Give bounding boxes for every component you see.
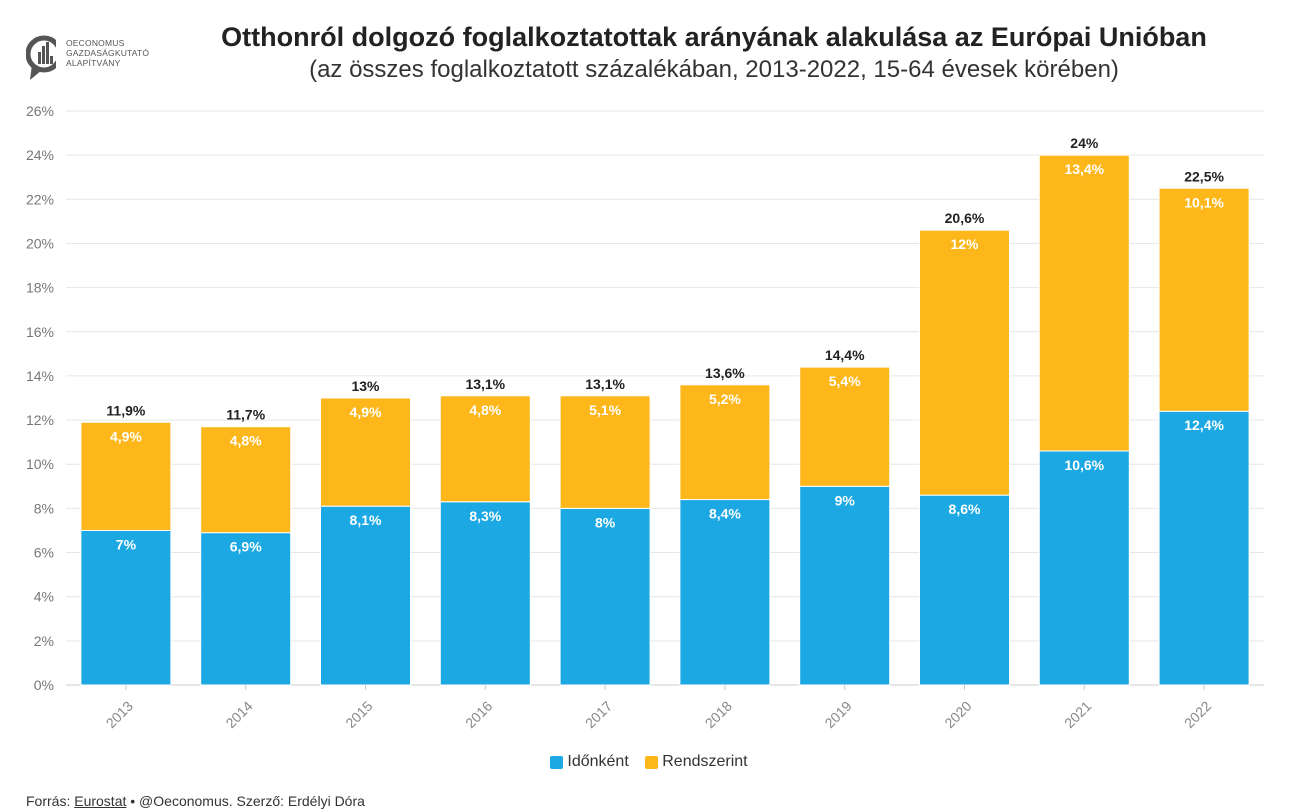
data-label-rendszerint-2017: 5,1%: [589, 402, 621, 418]
bar-idonkent-2021: [1038, 450, 1130, 686]
legend-swatch-idonkent: [550, 755, 564, 769]
data-label-idonkent-2021: 10,6%: [1064, 457, 1104, 473]
data-label-idonkent-2014: 6,9%: [230, 539, 262, 555]
x-tick-label-2020: 2020: [941, 698, 974, 731]
bar-idonkent-2022: [1158, 410, 1250, 686]
bar-idonkent-2013: [80, 529, 172, 686]
bar-rendszerint-2018: [679, 384, 771, 501]
x-tick-label-2019: 2019: [821, 698, 854, 731]
data-label-idonkent-2018: 8,4%: [709, 506, 741, 522]
bar-rendszerint-2020: [919, 229, 1010, 496]
bar-idonkent-2014: [200, 532, 292, 686]
legend-item-idonkent[interactable]: Időnként: [550, 753, 629, 771]
data-label-idonkent-2016: 8,3%: [469, 508, 501, 524]
bar-rendszerint-2022: [1158, 187, 1250, 412]
bar-rendszerint-2014: [200, 426, 292, 534]
x-tick-label-2014: 2014: [222, 698, 255, 731]
total-label-2021: 24%: [1070, 135, 1099, 151]
bar-rendszerint-2016: [439, 395, 531, 503]
x-tick-label-2017: 2017: [582, 698, 615, 731]
total-label-2013: 11,9%: [106, 402, 145, 418]
data-label-idonkent-2019: 9%: [835, 492, 856, 508]
total-label-2017: 13,1%: [585, 376, 625, 392]
y-tick-label-12: 12%: [26, 412, 54, 428]
data-label-rendszerint-2016: 4,8%: [469, 402, 501, 418]
source-footer: Forrás: Eurostat • @Oeconomus. Szerző: E…: [26, 793, 365, 809]
data-label-idonkent-2017: 8%: [595, 514, 616, 530]
data-label-rendszerint-2020: 12%: [950, 236, 979, 252]
bar-idonkent-2020: [919, 494, 1010, 686]
y-tick-label-2: 2%: [34, 633, 54, 649]
legend-swatch-rendszerint: [645, 755, 659, 769]
legend-item-rendszerint[interactable]: Rendszerint: [645, 753, 748, 771]
bar-idonkent-2018: [679, 499, 771, 686]
x-tick-label-2021: 2021: [1061, 698, 1094, 731]
bar-idonkent-2015: [320, 505, 411, 686]
stacked-bar-chart: 0% 2% 4% 6% 8% 10% 12% 14% 16% 18% 20% 22% 24% 26% 7% 4…: [26, 103, 1264, 731]
logo-text: OECONOMUS GAZDASÁGKUTATÓ ALAPÍTVÁNY: [66, 38, 149, 68]
total-label-2015: 13%: [351, 378, 380, 394]
data-label-rendszerint-2013: 4,9%: [110, 428, 142, 444]
source-link[interactable]: Eurostat: [74, 793, 127, 809]
x-tick-label-2015: 2015: [342, 698, 375, 731]
data-label-idonkent-2020: 8,6%: [949, 501, 981, 517]
y-tick-label-8: 8%: [34, 500, 54, 516]
bar-rendszerint-2013: [80, 421, 172, 531]
y-tick-label-4: 4%: [34, 589, 54, 605]
x-tick-label-2013: 2013: [103, 698, 136, 731]
total-label-2020: 20,6%: [945, 210, 985, 226]
data-label-rendszerint-2015: 4,9%: [350, 404, 382, 420]
bar-idonkent-2017: [559, 507, 651, 686]
footer-suffix: • @Oeconomus. Szerző: Erdélyi Dóra: [126, 793, 365, 809]
total-label-2022: 22,5%: [1184, 168, 1224, 184]
total-label-2018: 13,6%: [705, 365, 745, 381]
data-label-idonkent-2015: 8,1%: [350, 512, 382, 528]
y-tick-label-10: 10%: [26, 456, 54, 472]
chart-subtitle: (az összes foglalkoztatott százalékában,…: [309, 56, 1119, 83]
logo-line-3: ALAPÍTVÁNY: [66, 58, 121, 68]
y-tick-label-6: 6%: [34, 545, 54, 561]
bar-rendszerint-2019: [799, 366, 891, 487]
total-label-2016: 13,1%: [465, 376, 505, 392]
total-label-2019: 14,4%: [825, 347, 865, 363]
logo-line-1: OECONOMUS: [66, 38, 125, 48]
bar-rendszerint-2015: [320, 397, 411, 507]
logo-icon: [25, 35, 64, 80]
bar-rendszerint-2021: [1038, 154, 1130, 452]
data-label-idonkent-2013: 7%: [116, 536, 137, 552]
y-tick-label-14: 14%: [26, 368, 54, 384]
y-tick-label-16: 16%: [26, 324, 54, 340]
footer-prefix: Forrás:: [26, 793, 75, 809]
data-label-rendszerint-2018: 5,2%: [709, 391, 741, 407]
x-tick-label-2018: 2018: [702, 698, 735, 731]
bar-idonkent-2016: [439, 501, 531, 686]
data-label-rendszerint-2019: 5,4%: [829, 373, 861, 389]
data-label-rendszerint-2022: 10,1%: [1184, 194, 1224, 210]
y-tick-label-24: 24%: [26, 147, 54, 163]
chart-title: Otthonról dolgozó foglalkoztatottak arán…: [221, 22, 1207, 52]
total-label-2014: 11,7%: [226, 407, 265, 423]
data-label-rendszerint-2021: 13,4%: [1064, 161, 1104, 177]
y-tick-label-26: 26%: [26, 103, 54, 119]
legend: Időnként Rendszerint: [0, 753, 1298, 774]
y-tick-label-20: 20%: [26, 235, 54, 251]
logo-line-2: GAZDASÁGKUTATÓ: [66, 48, 150, 58]
y-tick-label-0: 0%: [34, 677, 54, 693]
data-label-idonkent-2022: 12,4%: [1184, 417, 1224, 433]
oeconomus-logo: OECONOMUS GAZDASÁGKUTATÓ ALAPÍTVÁNY: [25, 30, 166, 86]
y-tick-label-18: 18%: [26, 280, 54, 296]
bar-idonkent-2019: [799, 485, 891, 686]
data-label-rendszerint-2014: 4,8%: [230, 433, 262, 449]
x-tick-label-2022: 2022: [1181, 698, 1214, 731]
bar-rendszerint-2017: [559, 395, 651, 509]
legend-label-idonkent: Időnként: [567, 753, 629, 770]
x-tick-label-2016: 2016: [462, 698, 495, 731]
y-tick-label-22: 22%: [26, 191, 54, 207]
legend-label-rendszerint: Rendszerint: [662, 753, 748, 770]
